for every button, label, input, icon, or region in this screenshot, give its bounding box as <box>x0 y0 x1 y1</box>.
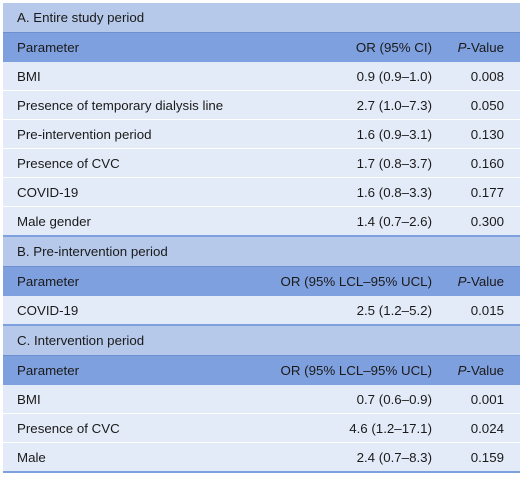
p-value-header: P -Value <box>457 274 504 289</box>
section-c-header-row: Parameter OR (95% LCL–95% UCL) P -Value <box>3 355 520 385</box>
table-row: Male 2.4 (0.7–8.3) 0.159 <box>3 443 520 473</box>
p-value-cell: 0.159 <box>470 449 504 465</box>
p-value-cell: 0.160 <box>470 155 504 171</box>
p-value-cell: 0.001 <box>470 391 504 407</box>
parameter-cell: BMI <box>17 68 41 84</box>
or-cell: 1.4 (0.7–2.6) <box>356 213 432 229</box>
parameter-cell: COVID-19 <box>17 184 79 200</box>
table-row: COVID-19 2.5 (1.2–5.2) 0.015 <box>3 296 520 326</box>
or-cell: 1.7 (0.8–3.7) <box>356 155 432 171</box>
or-cell: 1.6 (0.8–3.3) <box>356 184 432 200</box>
parameter-cell: BMI <box>17 391 41 407</box>
table-row: Presence of temporary dialysis line 2.7 … <box>3 91 520 120</box>
parameter-header: Parameter <box>17 40 80 55</box>
or-cell: 2.5 (1.2–5.2) <box>356 302 432 318</box>
parameter-cell: Presence of CVC <box>17 155 120 171</box>
table-row: Male gender 1.4 (0.7–2.6) 0.300 <box>3 207 520 237</box>
table-row: COVID-19 1.6 (0.8–3.3) 0.177 <box>3 178 520 207</box>
p-value-header: P -Value <box>457 363 504 378</box>
parameter-cell: Pre-intervention period <box>17 126 152 142</box>
table-row: BMI 0.9 (0.9–1.0) 0.008 <box>3 62 520 91</box>
table-row: Presence of CVC 1.7 (0.8–3.7) 0.160 <box>3 149 520 178</box>
or-cell: 1.6 (0.9–3.1) <box>356 126 432 142</box>
p-value-cell: 0.177 <box>470 184 504 200</box>
or-cell: 0.9 (0.9–1.0) <box>356 68 432 84</box>
p-value-cell: 0.024 <box>470 420 504 436</box>
parameter-header: Parameter <box>17 363 80 378</box>
or-header: OR (95% LCL–95% UCL) <box>280 274 433 289</box>
parameter-cell: Presence of CVC <box>17 420 120 436</box>
section-b-header-row: Parameter OR (95% LCL–95% UCL) P -Value <box>3 266 520 296</box>
or-cell: 2.4 (0.7–8.3) <box>356 449 432 465</box>
p-value-cell: 0.008 <box>470 68 504 84</box>
table-row: BMI 0.7 (0.6–0.9) 0.001 <box>3 385 520 414</box>
p-value-cell: 0.300 <box>470 213 504 229</box>
section-c-title-row: C. Intervention period <box>3 326 520 355</box>
p-value-header: P -Value <box>457 40 504 55</box>
section-title: B. Pre-intervention period <box>17 244 168 259</box>
p-value-cell: 0.130 <box>470 126 504 142</box>
parameter-cell: Male <box>17 449 46 465</box>
or-cell: 4.6 (1.2–17.1) <box>349 420 432 436</box>
table-row: Presence of CVC 4.6 (1.2–17.1) 0.024 <box>3 414 520 443</box>
p-value-cell: 0.050 <box>470 97 504 113</box>
section-a-title-row: A. Entire study period <box>3 3 520 32</box>
parameter-cell: COVID-19 <box>17 302 79 318</box>
results-table: A. Entire study period Parameter OR (95%… <box>3 3 520 473</box>
or-header: OR (95% CI) <box>355 40 432 55</box>
table-row: Pre-intervention period 1.6 (0.9–3.1) 0.… <box>3 120 520 149</box>
or-header: OR (95% LCL–95% UCL) <box>280 363 433 378</box>
parameter-cell: Presence of temporary dialysis line <box>17 97 224 113</box>
or-cell: 2.7 (1.0–7.3) <box>356 97 432 113</box>
section-title: A. Entire study period <box>17 10 145 25</box>
p-value-cell: 0.015 <box>470 302 504 318</box>
section-b-title-row: B. Pre-intervention period <box>3 237 520 266</box>
parameter-cell: Male gender <box>17 213 91 229</box>
or-cell: 0.7 (0.6–0.9) <box>356 391 432 407</box>
parameter-header: Parameter <box>17 274 80 289</box>
section-title: C. Intervention period <box>17 333 145 348</box>
section-a-header-row: Parameter OR (95% CI) P -Value <box>3 32 520 62</box>
